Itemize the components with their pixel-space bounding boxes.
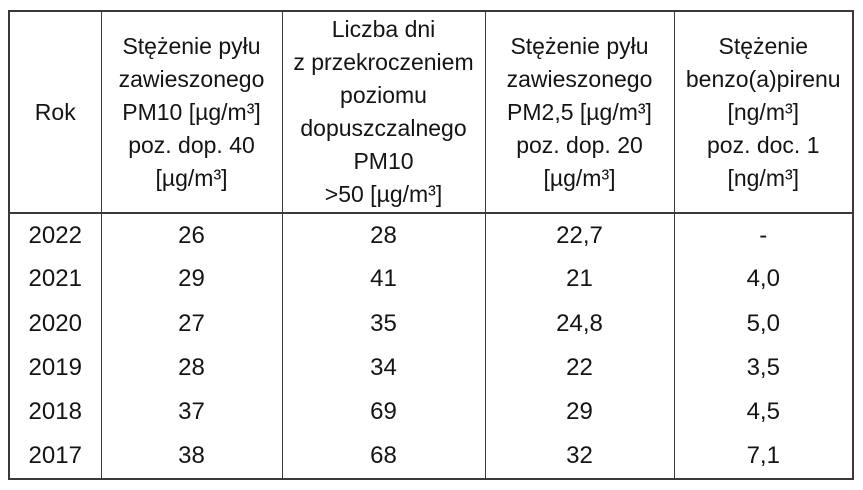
pm10-exceedance-days-cell: 28 — [281, 213, 486, 258]
benzo-a-pyrene-cell: - — [673, 213, 854, 258]
benzo-a-pyrene-cell: 3,5 — [673, 345, 854, 391]
pm25-concentration-cell: 29 — [484, 390, 675, 435]
year-cell: 2021 — [8, 257, 102, 302]
year-cell: 2020 — [8, 301, 102, 346]
year-cell: 2022 — [8, 213, 102, 258]
table-row: 2021 29 41 21 4,0 — [8, 257, 854, 302]
table-header: Rok Stężenie pyłu zawieszonego PM10 [µg/… — [8, 11, 854, 214]
pm10-concentration-cell: 38 — [100, 434, 283, 479]
pm10-concentration-cell: 29 — [100, 257, 283, 302]
pm10-concentration-cell: 26 — [100, 213, 283, 258]
pm25-concentration-cell: 22 — [484, 345, 675, 391]
col-header-year: Rok — [8, 11, 102, 214]
pm10-concentration-cell: 37 — [100, 390, 283, 435]
pm25-concentration-cell: 21 — [484, 257, 675, 302]
pm10-concentration-cell: 27 — [100, 301, 283, 346]
table-row: 2017 38 68 32 7,1 — [8, 434, 854, 479]
col-header-pm10-concentration: Stężenie pyłu zawieszonego PM10 [µg/m³] … — [100, 11, 283, 214]
year-cell: 2019 — [8, 345, 102, 391]
pm10-exceedance-days-cell: 69 — [281, 390, 486, 435]
benzo-a-pyrene-cell: 4,5 — [673, 390, 854, 435]
pm10-exceedance-days-cell: 35 — [281, 301, 486, 346]
header-row: Rok Stężenie pyłu zawieszonego PM10 [µg/… — [8, 11, 854, 214]
benzo-a-pyrene-cell: 4,0 — [673, 257, 854, 302]
benzo-a-pyrene-cell: 5,0 — [673, 301, 854, 346]
pm10-exceedance-days-cell: 41 — [281, 257, 486, 302]
pm25-concentration-cell: 24,8 — [484, 301, 675, 346]
year-cell: 2018 — [8, 390, 102, 435]
year-cell: 2017 — [8, 434, 102, 479]
col-header-pm10-exceedance-days: Liczba dni z przekroczeniem poziomu dopu… — [281, 11, 486, 214]
col-header-benzo-a-pyrene: Stężenie benzo(a)pirenu [ng/m³] poz. doc… — [673, 11, 854, 214]
table-row: 2022 26 28 22,7 - — [8, 213, 854, 258]
pm25-concentration-cell: 22,7 — [484, 213, 675, 258]
table-body: 2022 26 28 22,7 - 2021 29 41 21 4,0 2020… — [8, 213, 854, 479]
benzo-a-pyrene-cell: 7,1 — [673, 434, 854, 479]
air-quality-table: Rok Stężenie pyłu zawieszonego PM10 [µg/… — [8, 10, 854, 480]
col-header-pm25-concentration: Stężenie pyłu zawieszonego PM2,5 [µg/m³]… — [484, 11, 675, 214]
table-row: 2020 27 35 24,8 5,0 — [8, 301, 854, 346]
pm10-exceedance-days-cell: 34 — [281, 345, 486, 391]
pm10-concentration-cell: 28 — [100, 345, 283, 391]
pm25-concentration-cell: 32 — [484, 434, 675, 479]
pm10-exceedance-days-cell: 68 — [281, 434, 486, 479]
table-row: 2019 28 34 22 3,5 — [8, 345, 854, 391]
table-row: 2018 37 69 29 4,5 — [8, 390, 854, 435]
